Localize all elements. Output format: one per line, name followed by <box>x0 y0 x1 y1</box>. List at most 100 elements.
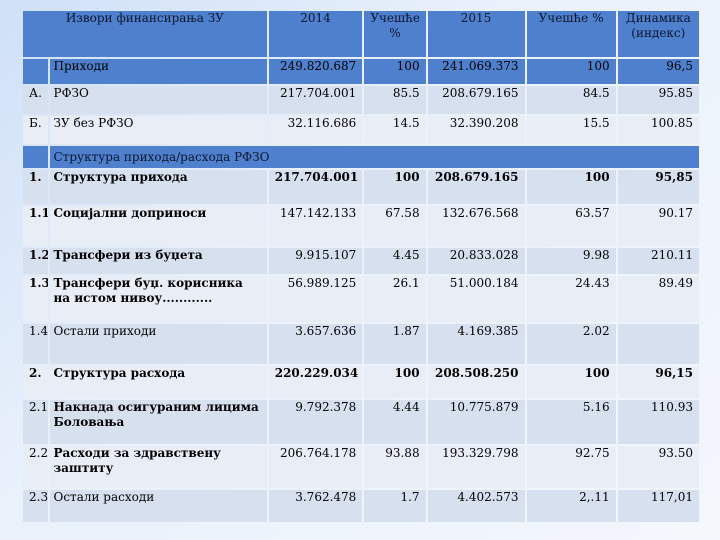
row-share-2014: 67.58 <box>364 206 426 246</box>
row-share-2015: 24.43 <box>526 276 616 322</box>
row-2015: 4.169.385 <box>427 324 525 364</box>
row-index: 95,85 <box>617 170 699 204</box>
row-share-2015: 100 <box>526 366 616 398</box>
table-row: 2.3 Остали расходи 3.762.478 1.7 4.402.5… <box>23 490 699 522</box>
table-row: 2. Структура расхода 220.229.034 100 208… <box>23 366 699 398</box>
row-2014: 9.792.378 <box>268 400 363 444</box>
row-label: Структура расхода <box>49 366 267 398</box>
row-2015: 20.833.028 <box>427 248 525 274</box>
row-share-2015: 5.16 <box>526 400 616 444</box>
row-share-2015: 92.75 <box>526 446 616 488</box>
row-2015: 51.000.184 <box>427 276 525 322</box>
income-b-row: Б. ЗУ без РФЗО 32.116.686 14.5 32.390.20… <box>23 116 699 144</box>
row-2014: 220.229.034 <box>268 366 363 398</box>
row-share-2015: 9.98 <box>526 248 616 274</box>
income-a-code: А. <box>23 86 48 114</box>
income-b-index: 100.85 <box>617 116 699 144</box>
income-a-share-2015: 84.5 <box>526 86 616 114</box>
row-share-2015: 2.02 <box>526 324 616 364</box>
row-share-2014: 1.87 <box>364 324 426 364</box>
row-code: 1. <box>23 170 48 204</box>
row-label: Остали приходи <box>49 324 267 364</box>
row-code: 1.1 <box>23 206 48 246</box>
row-share-2014: 1.7 <box>364 490 426 522</box>
row-2015: 208.679.165 <box>427 170 525 204</box>
row-label: Структура прихода <box>49 170 267 204</box>
header-source: Извори финансирања ЗУ <box>23 11 267 57</box>
income-total-share-2014: 100 <box>364 59 426 84</box>
table-row: 2.2 Расходи за здравствену заштиту 206.7… <box>23 446 699 488</box>
income-a-share-2014: 85.5 <box>364 86 426 114</box>
row-2014: 147.142.133 <box>268 206 363 246</box>
header-year-2015: 2015 <box>427 11 525 57</box>
row-index: 117,01 <box>617 490 699 522</box>
header-share-2015: Учешће % <box>526 11 616 57</box>
row-2015: 193.329.798 <box>427 446 525 488</box>
row-code: 1.4 <box>23 324 48 364</box>
table-row: 1.1 Социјални доприноси 147.142.133 67.5… <box>23 206 699 246</box>
row-2014: 56.989.125 <box>268 276 363 322</box>
header-year-2014: 2014 <box>268 11 363 57</box>
income-b-share-2015: 15.5 <box>526 116 616 144</box>
row-code: 2.3 <box>23 490 48 522</box>
income-total-share-2015: 100 <box>526 59 616 84</box>
income-total-row: Приходи 249.820.687 100 241.069.373 100 … <box>23 59 699 84</box>
row-index <box>617 324 699 364</box>
header-share-2014: Учешће % <box>364 11 426 57</box>
income-a-index: 95.85 <box>617 86 699 114</box>
row-index: 90.17 <box>617 206 699 246</box>
row-code: 2.2 <box>23 446 48 488</box>
income-b-code: Б. <box>23 116 48 144</box>
row-2015: 4.402.573 <box>427 490 525 522</box>
income-total-2015: 241.069.373 <box>427 59 525 84</box>
row-share-2014: 100 <box>364 366 426 398</box>
row-share-2014: 4.45 <box>364 248 426 274</box>
header-row: Извори финансирања ЗУ 2014 Учешће % 2015… <box>23 11 699 57</box>
income-b-2014: 32.116.686 <box>268 116 363 144</box>
row-2015: 10.775.879 <box>427 400 525 444</box>
table-row: 2.1 Накнада осигураним лицима Боловања 9… <box>23 400 699 444</box>
table-row: 1. Структура прихода 217.704.001 100 208… <box>23 170 699 204</box>
row-index: 110.93 <box>617 400 699 444</box>
income-b-share-2014: 14.5 <box>364 116 426 144</box>
row-label: Трансфери буџ. корисника на истом нивоу.… <box>49 276 267 322</box>
row-index: 96,15 <box>617 366 699 398</box>
row-code: 1.2 <box>23 248 48 274</box>
row-2015: 208.508.250 <box>427 366 525 398</box>
row-index: 210.11 <box>617 248 699 274</box>
row-label: Трансфери из буџета <box>49 248 267 274</box>
section-row: Структура прихода/расхода РФЗО <box>23 146 699 168</box>
income-a-label: РФЗО <box>49 86 267 114</box>
row-share-2014: 100 <box>364 170 426 204</box>
row-label: Расходи за здравствену заштиту <box>49 446 267 488</box>
row-share-2014: 4.44 <box>364 400 426 444</box>
row-share-2014: 26.1 <box>364 276 426 322</box>
table-row: 1.4 Остали приходи 3.657.636 1.87 4.169.… <box>23 324 699 364</box>
row-label: Остали расходи <box>49 490 267 522</box>
row-label: Социјални доприноси <box>49 206 267 246</box>
row-2014: 3.657.636 <box>268 324 363 364</box>
income-b-2015: 32.390.208 <box>427 116 525 144</box>
row-share-2014: 93.88 <box>364 446 426 488</box>
section-title: Структура прихода/расхода РФЗО <box>49 146 699 168</box>
income-total-2014: 249.820.687 <box>268 59 363 84</box>
table-row: 1.2 Трансфери из буџета 9.915.107 4.45 2… <box>23 248 699 274</box>
row-share-2015: 63.57 <box>526 206 616 246</box>
row-share-2015: 2,.11 <box>526 490 616 522</box>
income-b-label: ЗУ без РФЗО <box>49 116 267 144</box>
row-2014: 217.704.001 <box>268 170 363 204</box>
income-a-2014: 217.704.001 <box>268 86 363 114</box>
row-code: 2. <box>23 366 48 398</box>
header-dynamics: Динамика (индекс) <box>617 11 699 57</box>
row-index: 89.49 <box>617 276 699 322</box>
row-2014: 3.762.478 <box>268 490 363 522</box>
financing-table: Извори финансирања ЗУ 2014 Учешће % 2015… <box>21 9 701 524</box>
income-a-2015: 208.679.165 <box>427 86 525 114</box>
income-total-index: 96,5 <box>617 59 699 84</box>
row-share-2015: 100 <box>526 170 616 204</box>
income-total-label: Приходи <box>49 59 267 84</box>
row-code: 2.1 <box>23 400 48 444</box>
row-code: 1.3 <box>23 276 48 322</box>
row-label: Накнада осигураним лицима Боловања <box>49 400 267 444</box>
